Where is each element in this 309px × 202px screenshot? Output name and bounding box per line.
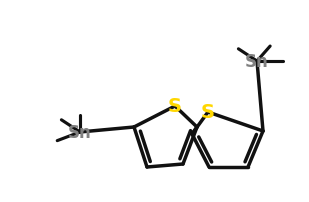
Text: S: S [168, 97, 182, 116]
Text: Sn: Sn [68, 123, 92, 141]
Text: S: S [201, 103, 215, 122]
Text: Sn: Sn [245, 53, 269, 71]
